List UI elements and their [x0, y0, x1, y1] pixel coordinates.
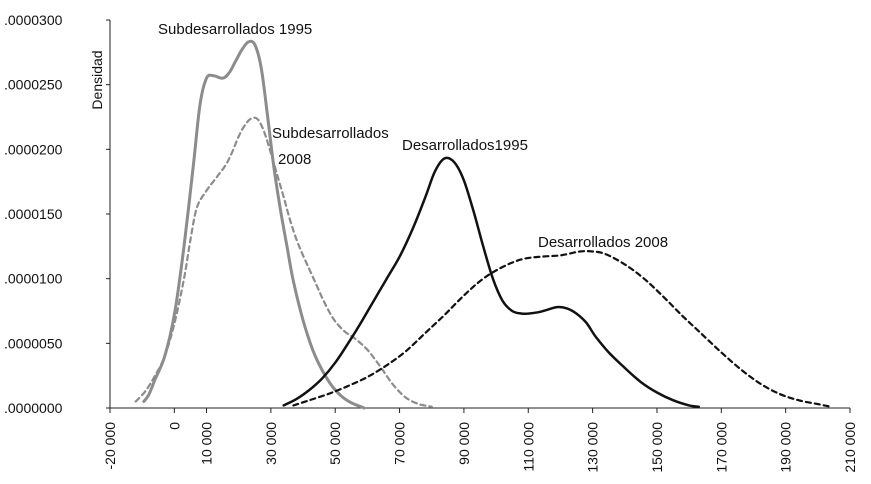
- x-tick-label: 150 000: [649, 422, 665, 473]
- x-tick-label: 130 000: [585, 422, 601, 473]
- y-tick-label: .0000000: [4, 400, 63, 416]
- x-tick-label: 50 000: [327, 422, 343, 465]
- series-label-desarrollados-1995: Desarrollados1995: [402, 137, 528, 154]
- series-labels: Subdesarrollados 1995 Subdesarrollados 200…: [158, 21, 668, 251]
- series-line-subdesarrollados-2008: [134, 116, 433, 408]
- series-line-subdesarrollados-1995: [142, 39, 366, 410]
- series-label-desarrollados-2008: Desarrollados 2008: [538, 234, 668, 251]
- series-label-subdesarrollados-1995: Subdesarrollados 1995: [158, 21, 312, 38]
- series-group: [134, 39, 832, 410]
- x-tick-label: 90 000: [456, 422, 472, 465]
- x-tick-label: 210 000: [842, 422, 858, 473]
- x-tick-label: 190 000: [778, 422, 794, 473]
- y-axis-label: Densidad: [89, 50, 105, 109]
- y-tick-label: .0000200: [4, 141, 63, 157]
- y-tick-label: .0000250: [4, 77, 63, 93]
- x-tick-label: 110 000: [520, 422, 536, 472]
- y-tick-label: .0000100: [4, 271, 63, 287]
- series-label-subdesarrollados-2008: 2008: [278, 151, 311, 168]
- x-tick-label: 30 000: [263, 422, 279, 465]
- axes: .0000000 .0000050 .0000100 .0000150 .0000200…: [4, 12, 858, 473]
- x-tick-label: 0: [166, 422, 182, 430]
- x-tick-label: 70 000: [392, 422, 408, 465]
- y-tick-label: .0000300: [4, 12, 63, 28]
- y-tick-label: .0000050: [4, 335, 63, 351]
- series-line-desarrollados-1995: [282, 156, 701, 408]
- series-line-desarrollados-2008: [292, 250, 832, 408]
- x-tick-label: -20 000: [102, 422, 118, 470]
- x-tick-label: 10 000: [199, 422, 215, 465]
- x-tick-label: 170 000: [713, 422, 729, 473]
- y-tick-label: .0000150: [4, 206, 63, 222]
- series-label-subdesarrollados-2008: Subdesarrollados: [272, 125, 389, 142]
